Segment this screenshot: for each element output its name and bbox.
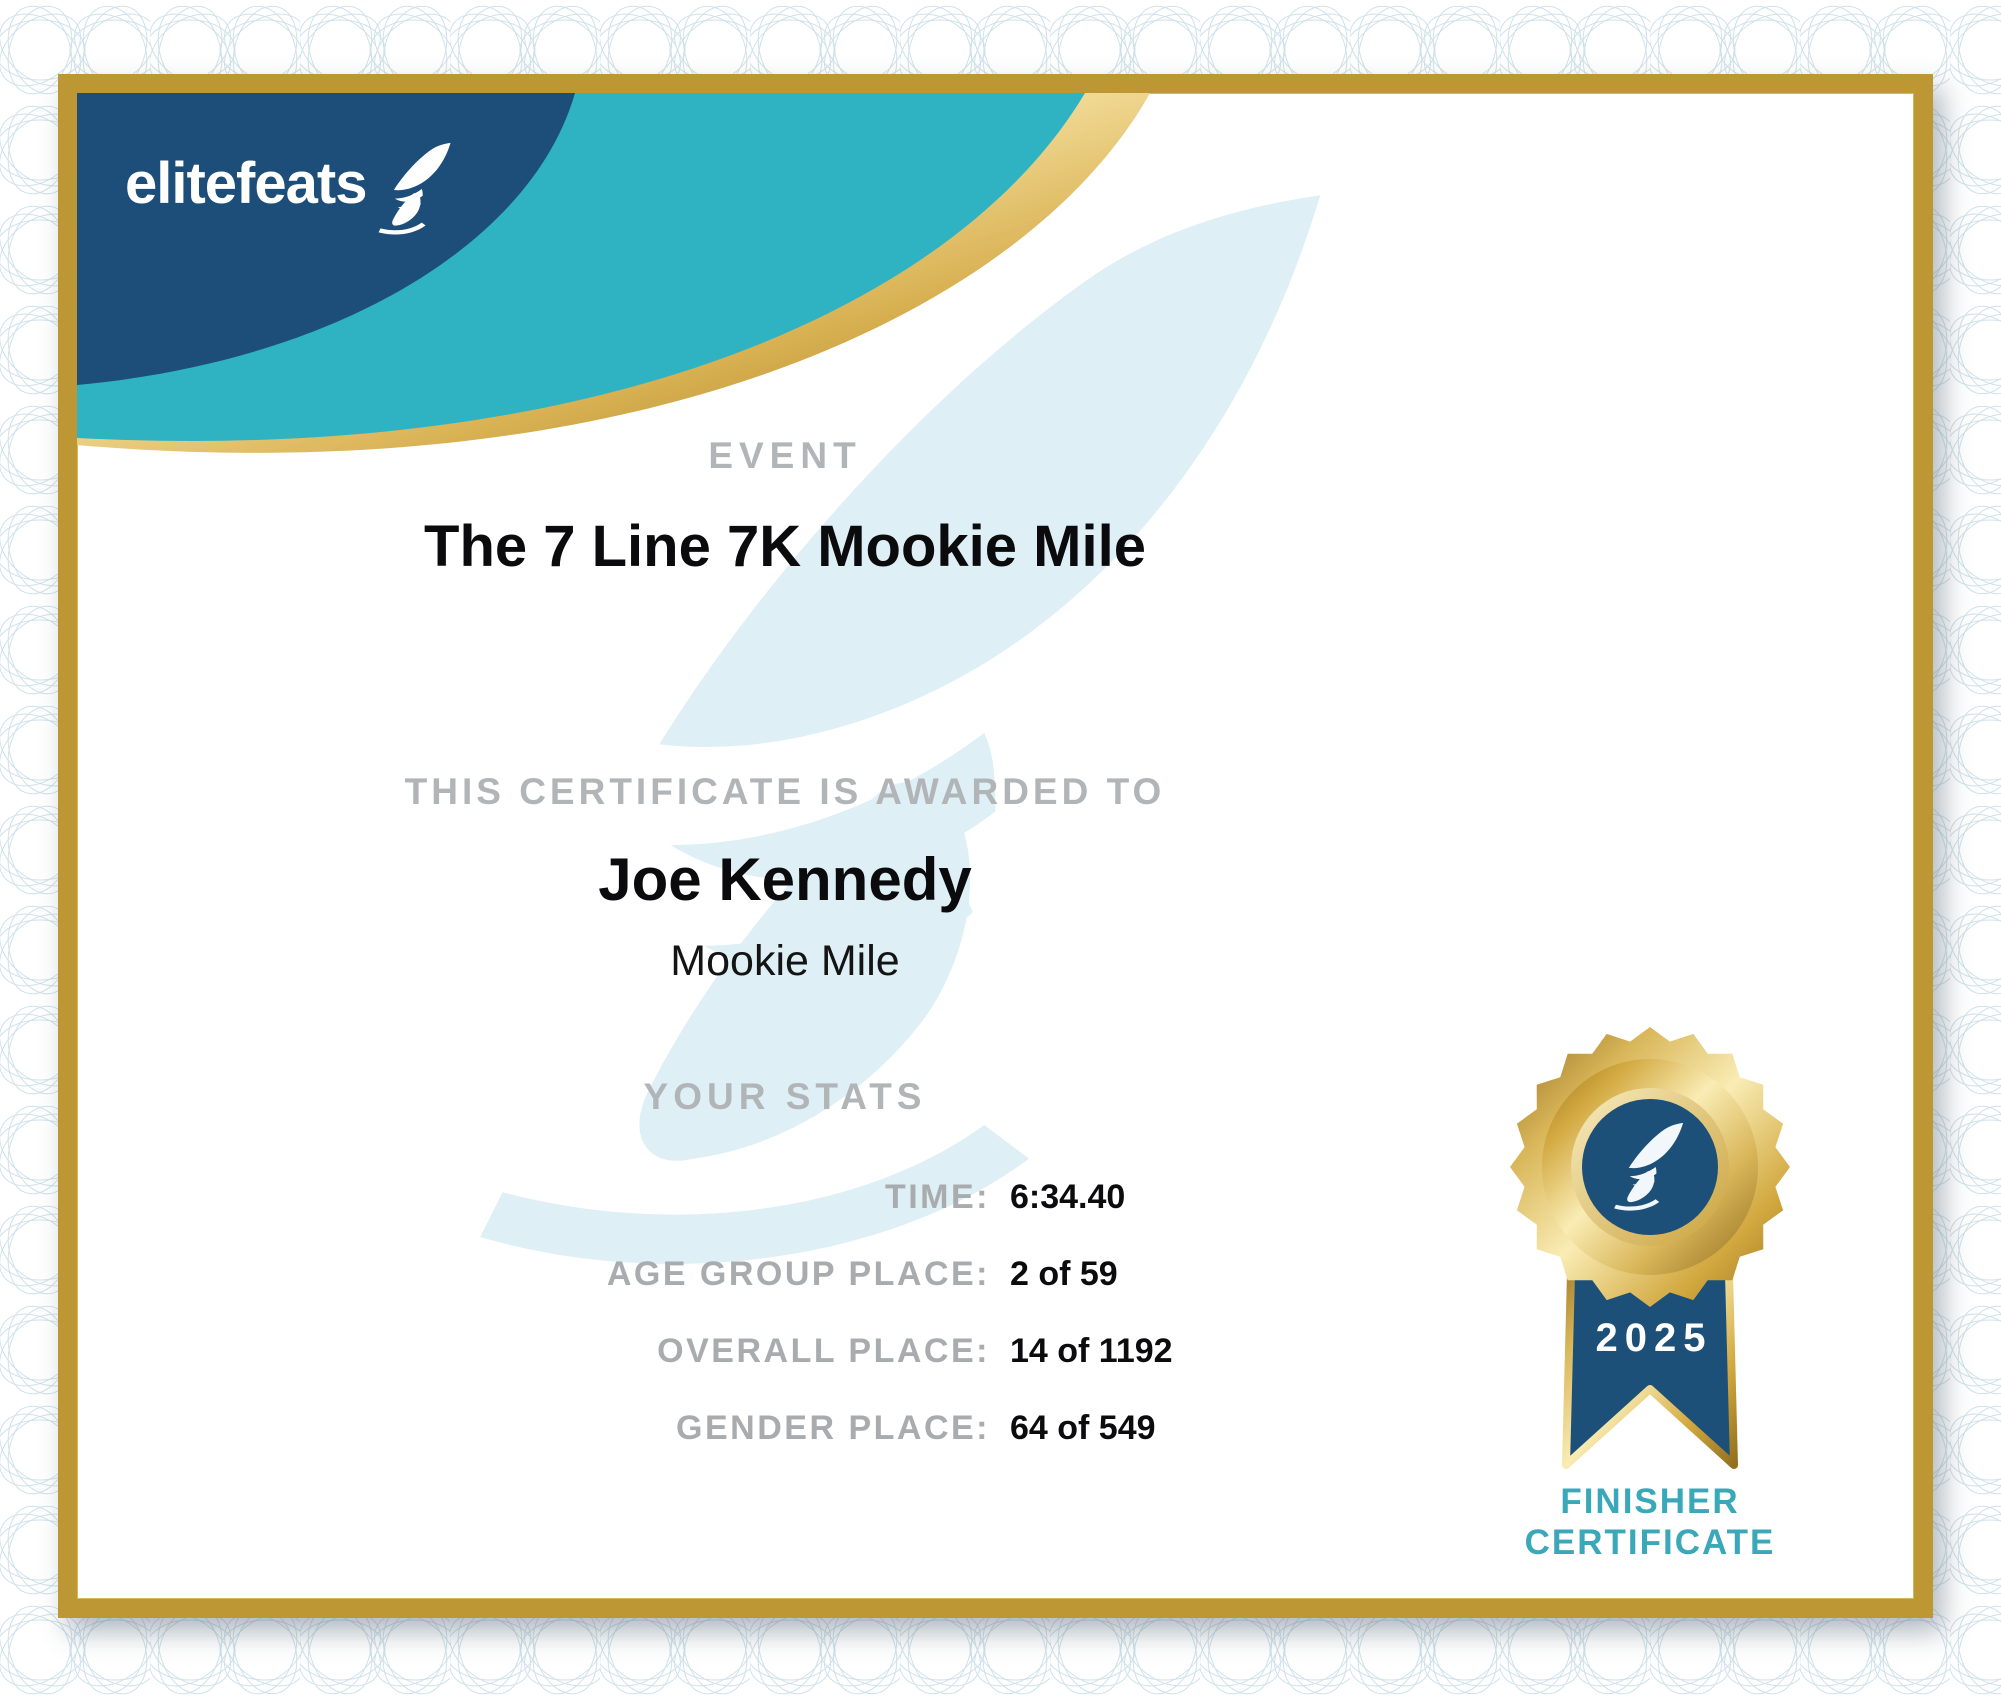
badge-year: 2025 — [1596, 1316, 1713, 1360]
event-name: The 7 Line 7K Mookie Mile — [424, 514, 1146, 579]
stat-value-gender-place: 64 of 549 — [1010, 1409, 1156, 1447]
badge-caption: FINISHER CERTIFICATE — [1467, 1481, 1833, 1564]
finisher-medal-badge: 2025 — [1510, 1027, 1790, 1469]
stat-value-overall-place: 14 of 1192 — [1010, 1332, 1173, 1370]
brand-logo: elitefeats — [125, 133, 464, 245]
awarded-line: THIS CERTIFICATE IS AWARDED TO — [404, 771, 1166, 812]
stat-value-time: 6:34.40 — [1010, 1178, 1126, 1216]
winged-foot-icon — [368, 133, 464, 245]
badge-caption-line1: FINISHER — [1560, 1482, 1740, 1521]
certificate-frame: elitefeats EVENT The 7 Line 7K Mookie Mi… — [58, 74, 1933, 1618]
race-name: Mookie Mile — [670, 937, 900, 985]
stat-label-overall-place: OVERALL PLACE: — [657, 1332, 990, 1370]
badge-center-disc — [1582, 1099, 1718, 1235]
stat-label-age-group-place: AGE GROUP PLACE: — [606, 1255, 990, 1293]
stat-value-age-group-place: 2 of 59 — [1010, 1255, 1118, 1293]
event-label: EVENT — [708, 435, 862, 476]
header-curves — [77, 93, 1150, 453]
certificate-body: elitefeats EVENT The 7 Line 7K Mookie Mi… — [77, 93, 1914, 1599]
brand-logo-text: elitefeats — [125, 151, 367, 216]
stats-list: TIME: 6:34.40 AGE GROUP PLACE: 2 of 59 O… — [327, 1159, 1450, 1467]
recipient-name: Joe Kennedy — [598, 846, 972, 913]
stats-heading: YOUR STATS — [643, 1076, 927, 1117]
badge-caption-line2: CERTIFICATE — [1524, 1523, 1776, 1563]
stat-label-time: TIME: — [884, 1178, 990, 1216]
stat-label-gender-place: GENDER PLACE: — [676, 1409, 990, 1447]
